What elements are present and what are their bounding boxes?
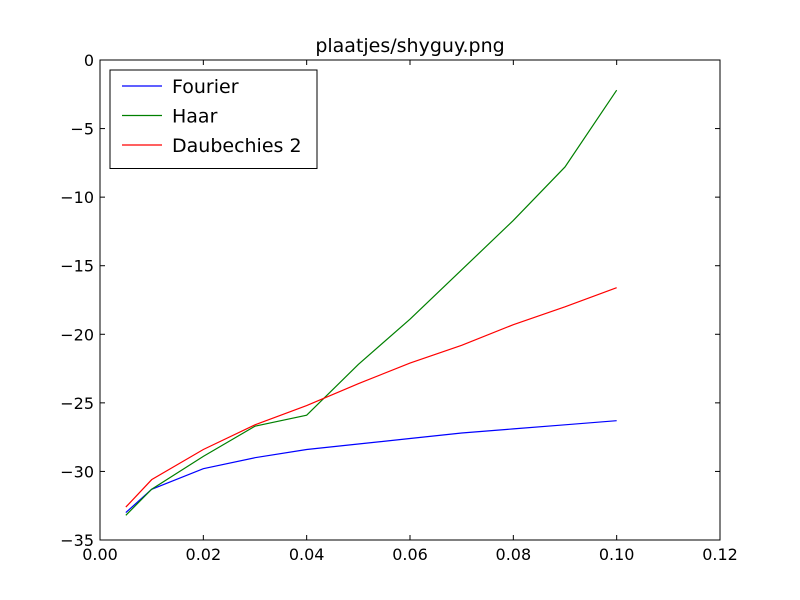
legend-label: Daubechies 2 bbox=[172, 135, 302, 157]
y-tick-label: −30 bbox=[60, 462, 94, 481]
series-line-daubechies-2 bbox=[125, 287, 617, 508]
y-tick-label: −25 bbox=[60, 394, 94, 413]
series-line-fourier bbox=[125, 420, 617, 514]
x-tick-label: 0.12 bbox=[702, 545, 738, 564]
x-tick-label: 0.06 bbox=[392, 545, 428, 564]
series-line-haar bbox=[125, 89, 618, 516]
legend: Fourier Haar Daubechies 2 bbox=[109, 69, 318, 169]
x-tick-label: 0.00 bbox=[82, 545, 118, 564]
legend-label: Haar bbox=[172, 106, 218, 128]
series-layer bbox=[125, 89, 618, 516]
y-tick-label: −10 bbox=[60, 188, 94, 207]
chart-title: plaatjes/shyguy.png bbox=[315, 35, 504, 57]
x-tick-label: 0.04 bbox=[289, 545, 325, 564]
y-tick-label: −35 bbox=[60, 531, 94, 550]
legend-label: Fourier bbox=[172, 76, 239, 98]
x-tick-label: 0.08 bbox=[496, 545, 532, 564]
x-axis: 0.00 0.02 0.04 0.06 0.08 0.10 0.12 bbox=[82, 60, 738, 564]
y-tick-label: 0 bbox=[84, 51, 94, 70]
x-tick-label: 0.10 bbox=[599, 545, 635, 564]
y-axis: 0 −5 −10 −15 −20 −25 −30 −35 bbox=[60, 51, 720, 550]
x-tick-label: 0.02 bbox=[186, 545, 222, 564]
y-tick-label: −5 bbox=[70, 120, 94, 139]
y-tick-label: −15 bbox=[60, 257, 94, 276]
y-tick-label: −20 bbox=[60, 325, 94, 344]
